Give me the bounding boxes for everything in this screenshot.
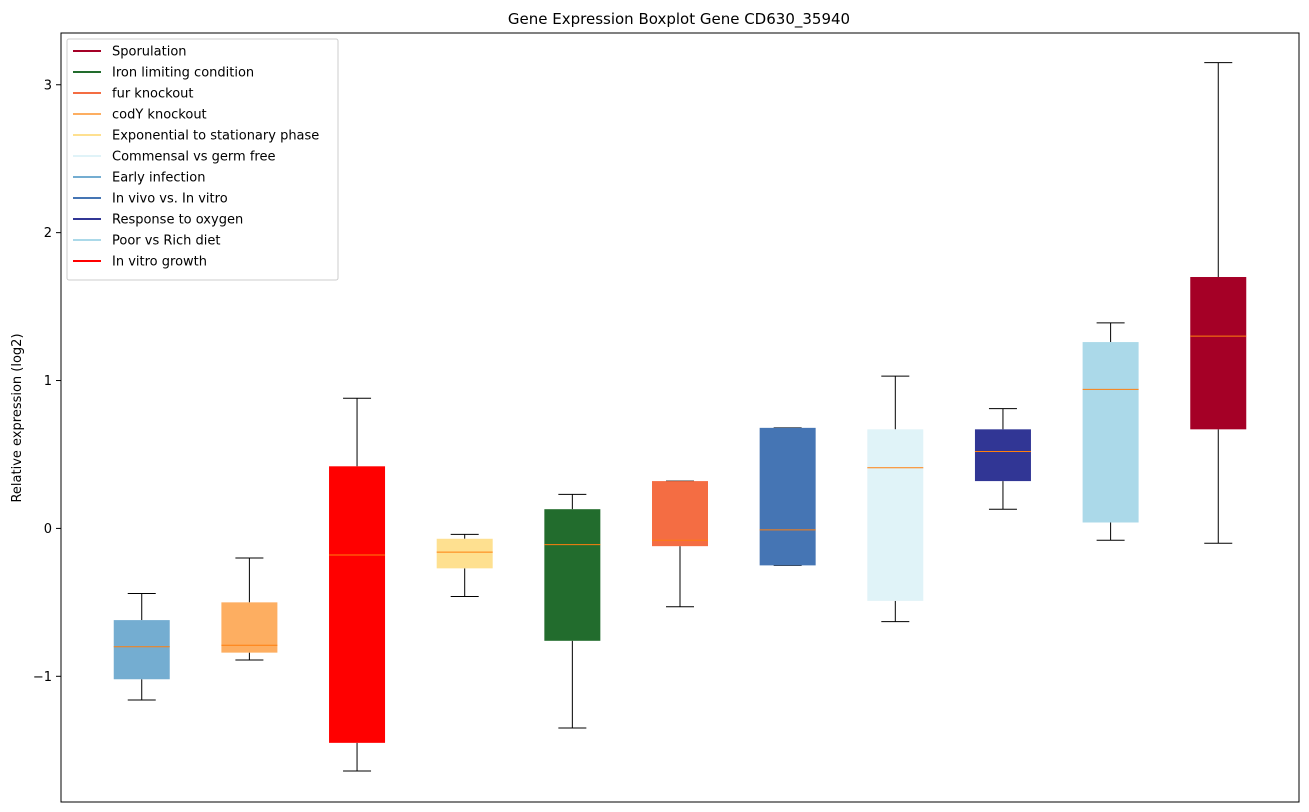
box-4 (436, 533, 493, 597)
y-tick-label: 1 (44, 374, 52, 389)
chart-title: Gene Expression Boxplot Gene CD630_35940 (508, 10, 850, 29)
legend-entry: In vivo vs. In vitro (73, 192, 228, 207)
legend-frame (66, 38, 339, 281)
box-body (652, 481, 708, 547)
legend-entry: fur knockout (73, 87, 194, 102)
legend-label: fur knockout (112, 87, 194, 102)
box-body (974, 429, 1031, 482)
y-axis-label: Relative expression (log2) (10, 333, 25, 502)
legend-label: Early infection (112, 171, 205, 186)
legend-entry: codY knockout (73, 108, 207, 123)
legend-entry: Commensal vs germ free (73, 150, 275, 165)
box-10 (1082, 322, 1139, 541)
boxes-layer (113, 62, 1247, 772)
legend-label: Poor vs Rich diet (112, 234, 220, 249)
plot-frame (60, 32, 1300, 803)
box-body (759, 427, 816, 566)
legend-label: codY knockout (112, 108, 207, 123)
box-body (221, 602, 278, 653)
box-2 (221, 557, 278, 661)
box-3 (329, 397, 386, 772)
box-body (1190, 277, 1247, 430)
legend: Sporulation Iron limiting condition fur kn… (66, 38, 339, 281)
legend-label: Exponential to stationary phase (112, 129, 319, 144)
legend-label: In vitro growth (112, 255, 207, 270)
box-9 (974, 408, 1031, 510)
legend-entry: Early infection (73, 171, 205, 186)
box-11 (1190, 62, 1247, 544)
box-body (867, 429, 924, 601)
box-body (1082, 342, 1139, 523)
legend-entry: In vitro growth (73, 255, 207, 270)
box-1 (113, 592, 170, 701)
legend-label: Response to oxygen (112, 213, 243, 228)
legend-entry: Exponential to stationary phase (73, 129, 319, 144)
legend-label: Commensal vs germ free (112, 150, 275, 165)
legend-entry: Poor vs Rich diet (73, 234, 220, 249)
box-body (329, 466, 386, 743)
box-5 (544, 493, 601, 729)
legend-entry: Iron limiting condition (73, 66, 254, 81)
legend-entry: Response to oxygen (73, 213, 243, 228)
box-7 (759, 427, 816, 566)
box-body (436, 538, 493, 569)
y-tick-label: 0 (44, 522, 52, 537)
box-6 (652, 480, 708, 608)
y-axis: −1 0 1 2 3 (33, 78, 61, 685)
legend-label: Sporulation (112, 45, 187, 60)
y-tick-label: 2 (44, 226, 52, 241)
legend-label: In vivo vs. In vitro (112, 192, 228, 207)
box-body (113, 620, 170, 680)
y-tick-label: −1 (33, 670, 52, 685)
box-body (544, 509, 601, 641)
legend-label: Iron limiting condition (112, 66, 254, 81)
box-8 (867, 375, 924, 623)
y-tick-label: 3 (44, 78, 52, 93)
legend-entry: Sporulation (73, 45, 187, 60)
